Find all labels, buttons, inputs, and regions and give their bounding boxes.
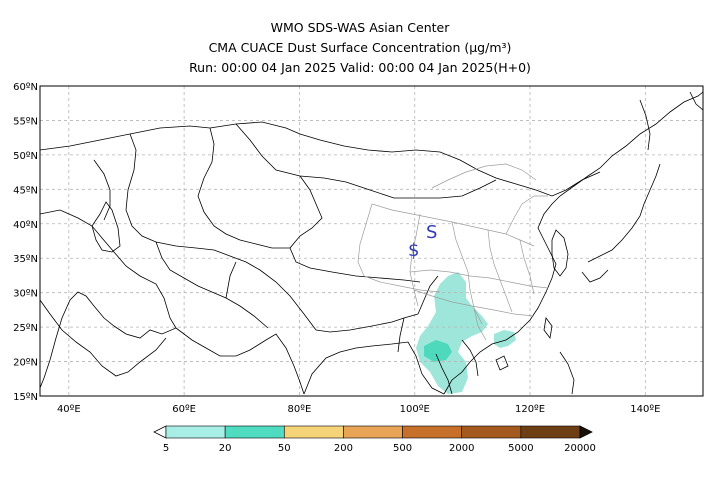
colorbar-label: 500 [393,443,412,454]
province-boundaries [357,163,549,341]
symbol-s: S [426,222,437,243]
colorbar-label: 50 [278,443,291,454]
colorbar-label: 5 [163,443,169,454]
lon-tick-label: 100ºE [400,404,430,415]
title-line-2: CMA CUACE Dust Surface Concentration (μg… [208,40,512,55]
colorbar-segment [461,425,522,439]
colorbar-segment [283,425,344,439]
coastline-and-borders [40,91,703,395]
lat-tick-label: 35ºN [13,254,38,265]
colorbar-label: 200 [334,443,353,454]
lon-tick-label: 140ºE [630,404,660,415]
colorbar-segment [520,425,581,439]
lat-tick-label: 60ºN [13,82,38,93]
lon-tick-label: 60ºE [172,404,196,415]
dust-area-yunnan-sichuan [416,272,488,394]
colorbar-max-triangle [579,425,593,439]
lon-tick-label: 120ºE [515,404,545,415]
colorbar-label: 2000 [449,443,474,454]
dust-area-south-china [494,330,516,348]
colorbar-label: 5000 [508,443,533,454]
lat-tick-label: 25ºN [13,323,38,334]
plot-frame [39,85,704,397]
dust-shading [416,272,516,394]
lon-tick-label: 80ºE [288,404,312,415]
latitude-axis-labels: 15ºN 20ºN 25ºN 30ºN 35ºN 40ºN 45ºN 50ºN 55ºN 60ºN [13,82,38,403]
gridlines [40,86,703,396]
lat-tick-label: 45ºN [13,185,38,196]
dust-area-dense [424,340,452,362]
lat-tick-label: 50ºN [13,151,38,162]
lon-tick-label: 40ºE [57,404,81,415]
longitude-axis-labels: 40ºE 60ºE 80ºE 100ºE 120ºE 140ºE [57,404,660,415]
colorbar-min-triangle [153,425,167,439]
colorbar-label: 20 [219,443,232,454]
colorbar-segment [402,425,463,439]
lat-tick-label: 55ºN [13,116,38,127]
colorbar [153,425,593,439]
title-line-3: Run: 00:00 04 Jan 2025 Valid: 00:00 04 J… [189,60,531,75]
lat-tick-label: 15ºN [13,392,38,403]
colorbar-label: 20000 [564,443,596,454]
colorbar-labels: 5 20 50 200 500 2000 5000 20000 [163,443,596,454]
title-line-1: WMO SDS-WAS Asian Center [270,20,450,35]
symbol-dollar: $ [408,240,419,261]
colorbar-segment [224,425,285,439]
lat-tick-label: 30ºN [13,289,38,300]
colorbar-segment [343,425,403,439]
lat-tick-label: 40ºN [13,220,38,231]
colorbar-segment [165,425,226,439]
lat-tick-label: 20ºN [13,358,38,369]
